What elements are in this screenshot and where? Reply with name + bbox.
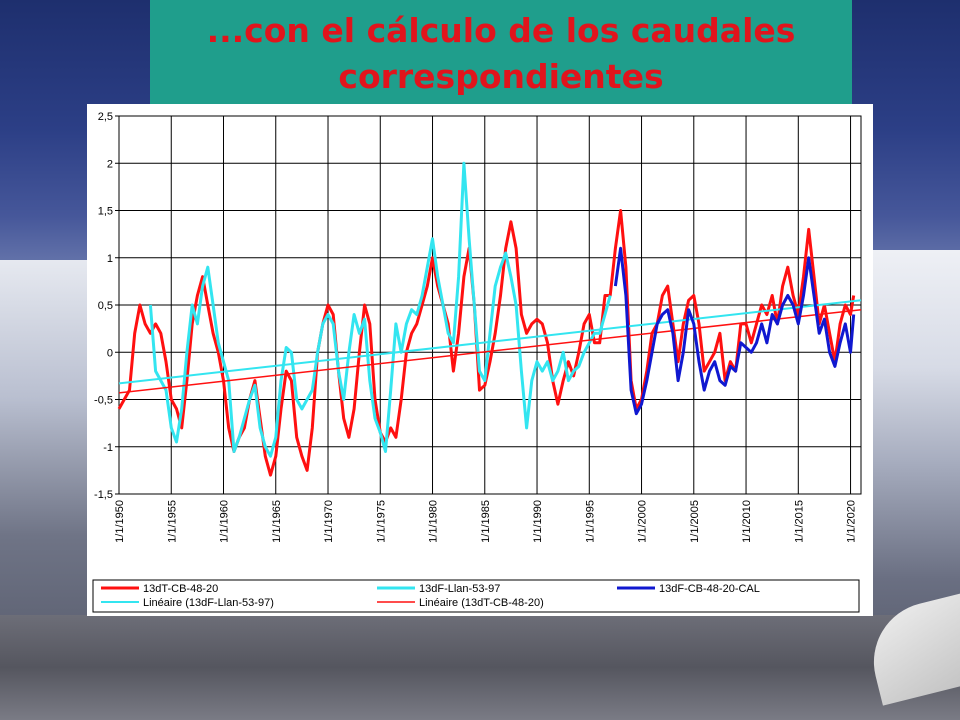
legend-label: 13dF-Llan-53-97 — [419, 583, 500, 595]
x-tick-label: 1/1/1990 — [532, 500, 544, 543]
x-tick-label: 1/1/2000 — [637, 500, 649, 543]
legend-box — [92, 579, 860, 613]
x-tick-label: 1/1/1970 — [323, 500, 335, 543]
line-chart: 1/1/1950 1/1/1955 1/1/1960 1/1/1965 1/1/1970… — [92, 111, 862, 613]
x-tick-label: 1/1/1975 — [375, 500, 387, 543]
legend-label: Linéaire (13dT-CB-48-20) — [419, 597, 544, 609]
y-tick-label: -1,5 — [94, 489, 113, 501]
x-tick-label: 1/1/1980 — [428, 500, 440, 543]
series-line-2 — [613, 246, 856, 416]
y-tick-label: 0 — [107, 347, 113, 359]
x-tick-label: 1/1/1965 — [271, 500, 283, 543]
y-tick-label: -1 — [103, 442, 113, 454]
series-line-4 — [118, 308, 862, 394]
x-tick-label: 1/1/2015 — [793, 500, 805, 543]
legend-label: 13dT-CB-48-20 — [143, 583, 218, 595]
x-tick-label: 1/1/2005 — [689, 500, 701, 543]
x-tick-label: 1/1/1995 — [584, 500, 596, 543]
y-tick-label: -0,5 — [94, 395, 113, 407]
title-box: ...con el cálculo de los caudales corres… — [150, 0, 852, 107]
x-tick-label: 1/1/2010 — [741, 500, 753, 543]
y-tick-label: 1 — [107, 253, 113, 265]
x-tick-label: 1/1/1960 — [219, 500, 231, 543]
x-tick-label: 1/1/2020 — [846, 500, 858, 543]
slide-title: ...con el cálculo de los caudales corres… — [206, 10, 796, 96]
x-tick-label: 1/1/1985 — [480, 500, 492, 543]
y-tick-label: 1,5 — [98, 206, 113, 218]
legend-label: Linéaire (13dF-Llan-53-97) — [143, 597, 274, 609]
background-mountain — [0, 615, 960, 720]
x-tick-label: 1/1/1955 — [166, 500, 178, 543]
y-tick-label: 2 — [107, 158, 113, 170]
series-line-3 — [118, 299, 862, 385]
chart-panel: 1/1/1950 1/1/1955 1/1/1960 1/1/1965 1/1/1970… — [87, 104, 873, 616]
y-tick-label: 2,5 — [98, 111, 113, 123]
x-tick-label: 1/1/1950 — [114, 500, 126, 543]
y-tick-label: 0,5 — [98, 300, 113, 312]
series-line-1 — [148, 161, 612, 458]
legend-label: 13dF-CB-48-20-CAL — [659, 583, 760, 595]
